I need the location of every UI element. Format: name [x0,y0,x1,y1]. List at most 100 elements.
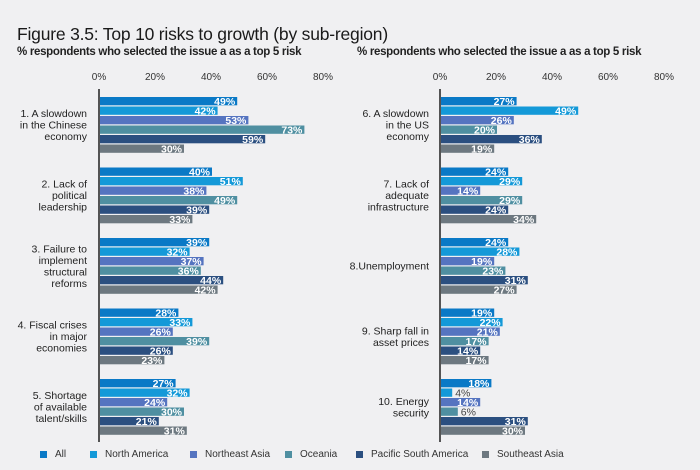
data-label: 30% [502,425,524,437]
bar-southeast-asia [100,285,218,294]
data-label: 36% [178,265,200,277]
x-tick-label: 80% [654,72,674,83]
bar-oceania [441,407,458,416]
category-label: 6. A slowdown in the US economy [362,108,429,143]
data-label: 14% [457,345,479,357]
bar-southeast-asia [100,144,184,153]
data-label: 51% [220,176,242,188]
legend-item-pacific-south-america: Pacific South America [356,449,468,460]
data-label: 31% [164,425,186,437]
bar-oceania [441,196,523,205]
bar-northeast-asia [441,116,514,125]
x-tick-label: 40% [201,72,221,83]
data-label: 73% [281,124,303,136]
legend-label: Oceania [300,449,338,460]
data-label: 28% [155,307,177,319]
data-label: 6% [461,406,476,418]
data-label: 18% [468,378,490,390]
bar-pacific-south-america [100,205,210,214]
x-tick-label: 40% [542,72,562,83]
legend-item-southeast-asia: Southeast Asia [482,449,564,460]
bar-oceania [441,125,497,134]
bar-north-america [100,177,243,186]
bar-southeast-asia [441,215,537,224]
legend-item-all: All [40,449,66,460]
data-label: 21% [477,326,499,338]
legend-label: Pacific South America [371,449,469,460]
bar-northeast-asia [441,186,481,195]
bar-all [100,238,210,247]
data-label: 33% [169,214,191,226]
x-tick-label: 60% [598,72,618,83]
data-label: 19% [471,143,493,155]
bar-north-america [100,388,190,397]
data-label: 17% [466,355,488,367]
right-chart-subtitle: % respondents who selected the issue a a… [357,46,642,58]
bar-all [100,308,179,317]
bar-oceania [441,337,489,346]
data-label: 42% [195,284,217,296]
bar-southeast-asia [441,356,489,365]
legend-label: All [55,449,67,460]
data-label: 53% [225,115,247,127]
bar-all [441,167,509,176]
legend-swatch [285,451,292,458]
bar-southeast-asia [100,215,193,224]
bar-pacific-south-america [100,135,266,144]
legend-label: Southeast Asia [497,449,564,460]
bar-north-america [441,247,520,256]
bar-southeast-asia [441,426,525,435]
bar-oceania [100,196,238,205]
data-label: 31% [505,275,527,287]
legend-label: North America [105,449,169,460]
bar-north-america [441,106,579,115]
legend-swatch [190,451,197,458]
data-label: 40% [189,166,211,178]
data-label: 29% [499,176,521,188]
bar-northeast-asia [441,327,500,336]
bar-oceania [100,337,210,346]
bar-northeast-asia [441,257,495,266]
data-label: 32% [167,387,189,399]
bar-all [441,238,509,247]
bar-pacific-south-america [100,417,159,426]
left-chart-subtitle: % respondents who selected the issue a a… [17,46,302,58]
bar-oceania [100,125,305,134]
data-label: 24% [485,237,507,249]
bar-all [441,97,517,106]
data-label: 21% [136,416,158,428]
category-label: 8.Unemployment [350,261,429,273]
bar-northeast-asia [100,398,168,407]
legend-swatch [40,451,47,458]
bar-pacific-south-america [100,346,173,355]
data-label: 27% [494,96,516,108]
data-label: 24% [485,166,507,178]
category-label: 10. Energy security [378,396,430,420]
data-label: 39% [186,204,208,216]
data-label: 49% [555,105,577,117]
data-label: 32% [167,246,189,258]
figure-title: Figure 3.5: Top 10 risks to growth (by s… [17,24,388,44]
data-label: 39% [186,237,208,249]
bar-pacific-south-america [441,135,542,144]
data-label: 26% [150,345,172,357]
x-tick-label: 20% [145,72,165,83]
legend: All North America Northeast Asia Oceania… [0,449,700,463]
data-label: 4% [455,387,470,399]
category-label: 3. Failure to implement structural reforms [32,243,88,290]
data-label: 23% [141,355,163,367]
bar-southeast-asia [441,285,517,294]
bar-oceania [441,266,506,275]
data-label: 31% [505,416,527,428]
bar-oceania [100,266,201,275]
x-tick-label: 0% [92,72,107,83]
x-tick-label: 20% [486,72,506,83]
category-label: 5. Shortage of available talent/skills [33,390,87,425]
data-label: 42% [195,105,217,117]
data-label: 49% [214,195,236,207]
bar-all [100,167,212,176]
bar-all [441,379,492,388]
data-label: 19% [471,256,493,268]
data-label: 30% [161,143,183,155]
bar-northeast-asia [100,327,173,336]
